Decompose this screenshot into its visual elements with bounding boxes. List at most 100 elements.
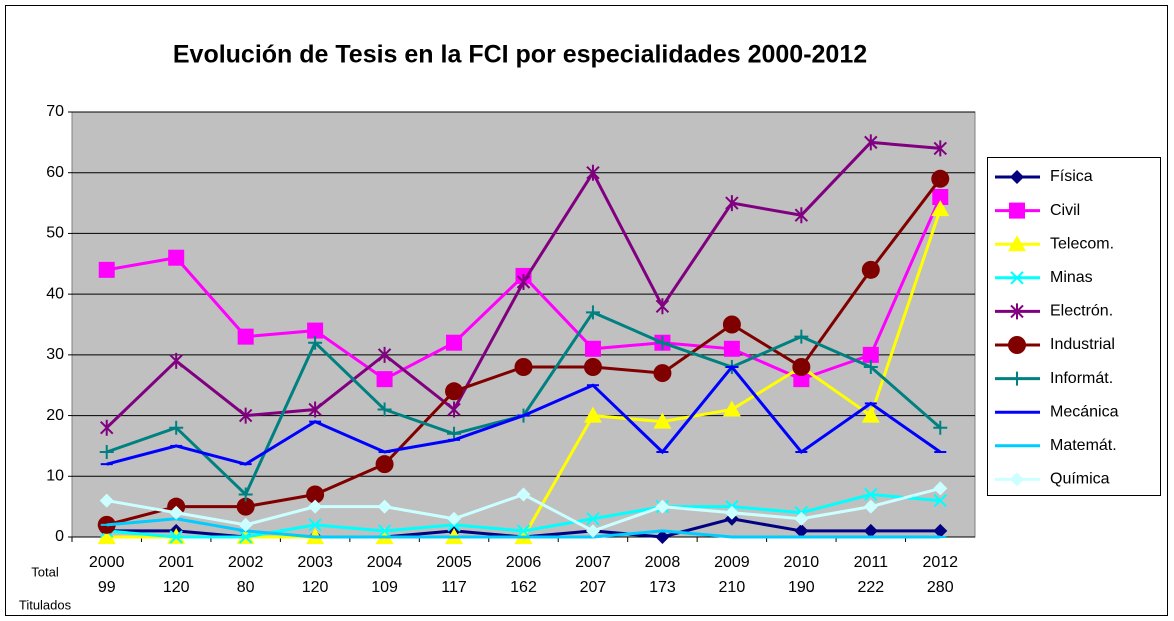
total-label: 280 (927, 579, 954, 596)
data-point (655, 530, 670, 544)
x-tick-label: 2010 (784, 554, 820, 571)
data-point (792, 358, 811, 376)
plot-area (71, 111, 976, 538)
legend-label: Civil (1050, 202, 1080, 219)
data-point (861, 260, 880, 279)
x-tick-label: 2005 (436, 554, 472, 571)
y-tick-label: 50 (46, 225, 64, 242)
legend-label: Minas (1050, 269, 1093, 286)
legend-label: Informát. (1050, 370, 1113, 387)
x-tick-label: 2003 (297, 554, 333, 571)
x-tick-label: 2004 (367, 554, 403, 571)
data-point (931, 200, 950, 217)
data-point (863, 499, 878, 514)
data-point (307, 322, 324, 339)
data-point (655, 499, 670, 514)
total-label: 120 (163, 579, 190, 596)
legend-label: Mecánica (1050, 403, 1119, 420)
total-label: 117 (441, 579, 467, 596)
legend-label: Industrial (1050, 336, 1115, 353)
data-point (725, 195, 739, 212)
legend-marker (1010, 271, 1024, 285)
legend-marker (1009, 202, 1025, 219)
data-point (308, 401, 322, 418)
data-point (446, 334, 463, 351)
legend-label: Electrón. (1050, 303, 1113, 320)
data-point (236, 497, 255, 516)
legend-marker (1010, 371, 1024, 386)
data-point (794, 523, 809, 538)
data-point (863, 360, 878, 374)
legend-marker (1010, 472, 1024, 487)
data-point (375, 455, 394, 474)
data-point (722, 400, 741, 417)
x-tick-label: 2009 (714, 554, 750, 571)
data-point (794, 207, 809, 224)
y-tick-label: 20 (46, 407, 64, 424)
row-label: Titulados (19, 597, 72, 612)
data-point (98, 261, 115, 278)
data-point (100, 419, 114, 436)
total-label: 80 (237, 579, 255, 596)
legend-marker (1008, 336, 1026, 354)
data-point (99, 493, 114, 508)
data-point (445, 382, 464, 401)
data-point (169, 420, 184, 435)
total-label: 222 (857, 579, 884, 596)
data-point (377, 499, 392, 514)
x-tick-label: 2011 (854, 554, 889, 571)
data-point (238, 487, 253, 502)
data-point (99, 445, 114, 459)
data-point (794, 329, 809, 344)
y-tick-label: 30 (46, 346, 64, 363)
data-point (583, 358, 602, 376)
total-label: 99 (98, 579, 116, 596)
data-point (586, 512, 600, 526)
data-point (583, 406, 602, 423)
data-point (932, 189, 949, 205)
data-point (584, 340, 601, 357)
data-point (238, 407, 253, 424)
x-tick-label: 2002 (228, 554, 264, 571)
legend-label: Química (1050, 471, 1110, 488)
data-point (377, 346, 392, 363)
data-point (653, 364, 672, 383)
data-point (933, 420, 948, 435)
data-point (864, 134, 878, 151)
data-point (514, 358, 533, 376)
data-point (97, 528, 116, 544)
total-label: 173 (649, 579, 676, 596)
data-point (933, 523, 948, 538)
x-tick-label: 2006 (506, 554, 542, 571)
data-point (447, 511, 462, 526)
y-tick-label: 60 (46, 164, 64, 181)
data-point (238, 530, 253, 544)
data-point (377, 402, 392, 417)
data-point (724, 505, 739, 520)
x-tick-label: 2008 (645, 554, 681, 571)
data-point (585, 305, 600, 320)
legend-label: Física (1050, 168, 1093, 185)
data-point (931, 169, 950, 188)
total-label: 109 (371, 579, 398, 596)
y-tick-label: 70 (46, 103, 64, 120)
data-point (168, 249, 185, 266)
data-point (933, 481, 948, 496)
data-point (655, 298, 670, 315)
x-tick-label: 2007 (575, 554, 611, 571)
data-point (864, 487, 878, 502)
data-point (793, 371, 810, 388)
data-point (516, 487, 531, 502)
data-point (585, 523, 600, 538)
row-label: Total (31, 564, 59, 579)
legend-label: Telecom. (1050, 235, 1114, 252)
data-point (169, 352, 183, 369)
chart-title: Evolución de Tesis en la FCI por especia… (173, 41, 867, 69)
total-label: 207 (580, 579, 607, 596)
data-point (169, 530, 183, 544)
data-point (722, 315, 741, 334)
data-point (861, 406, 880, 423)
total-label: 120 (302, 579, 329, 596)
data-point (516, 524, 531, 538)
